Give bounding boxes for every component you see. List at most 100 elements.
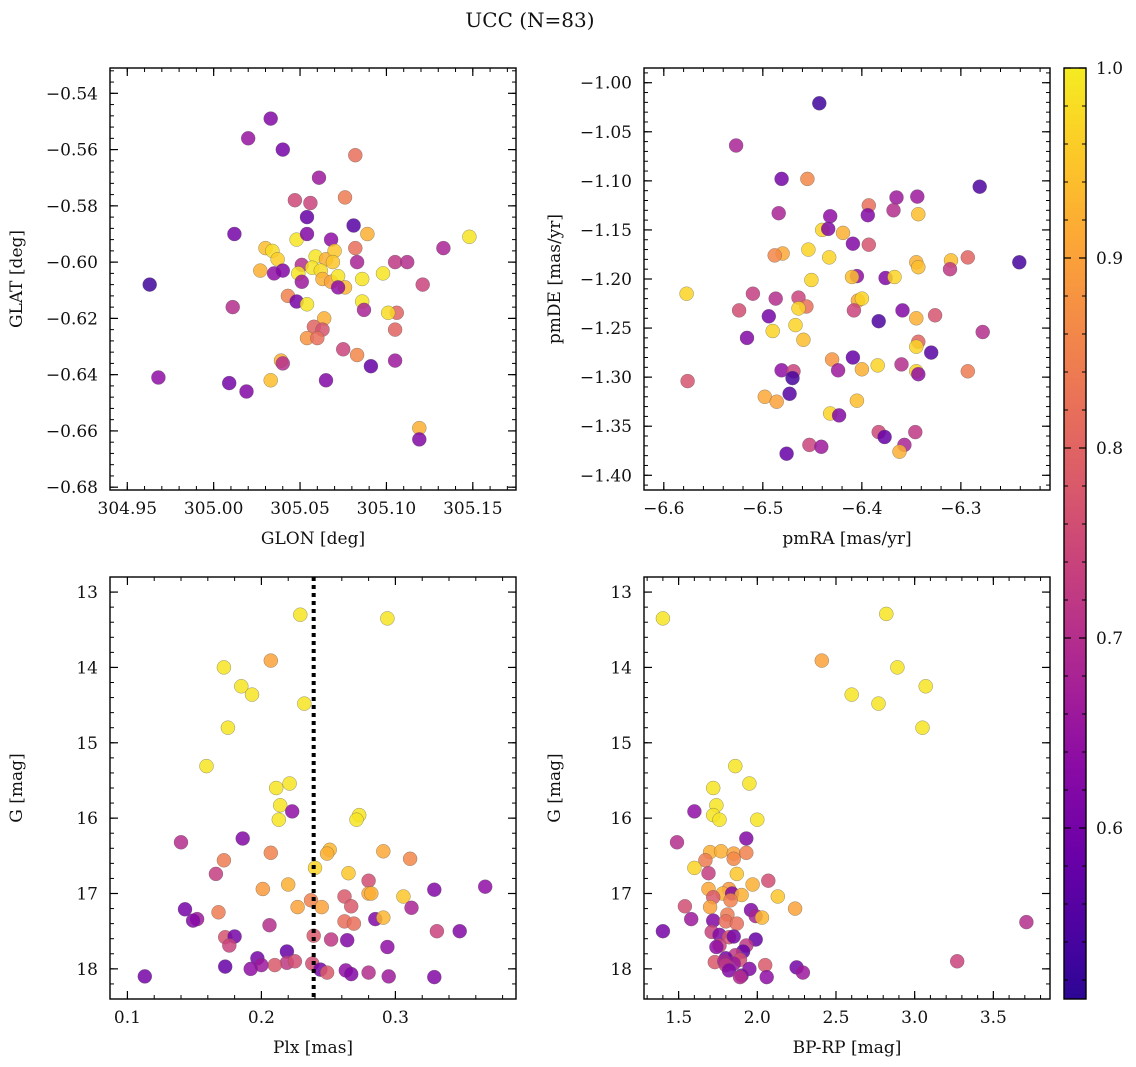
data-point [380, 611, 395, 626]
x-tick-label: 0.1 [114, 1008, 141, 1028]
data-point [240, 131, 256, 146]
data-point [222, 938, 237, 953]
data-point [151, 370, 166, 385]
y-tick-label: 15 [76, 734, 98, 754]
data-point [745, 286, 761, 301]
data-point [427, 969, 442, 985]
x-tick-label: 1.5 [665, 1008, 692, 1028]
y-tick-label: −0.58 [46, 197, 98, 217]
data-point [687, 804, 702, 819]
data-point [380, 939, 395, 955]
data-point [702, 899, 718, 915]
data-point [739, 831, 754, 846]
x-tick-label: 3.0 [901, 1008, 928, 1028]
data-point [820, 221, 836, 237]
data-point [705, 780, 721, 796]
y-tick-label: −0.62 [46, 309, 98, 329]
y-axis-label: G [mag] [7, 753, 27, 822]
data-point [142, 277, 157, 292]
data-point [721, 963, 737, 978]
panel-bprp-g: 1.5 2.0 2.5 3.0 3.5 13 14 15 16 17 18 BP-RP [mag] G … [545, 576, 1051, 1058]
data-point [356, 302, 372, 318]
data-point [767, 248, 782, 263]
y-axis-label: G [mag] [545, 753, 565, 822]
y-tick-label: −0.64 [46, 366, 98, 386]
data-point [679, 286, 694, 301]
data-point [263, 653, 279, 668]
data-point [275, 356, 291, 371]
data-point [263, 373, 278, 388]
data-point [318, 373, 334, 388]
data-point [771, 205, 786, 221]
data-point [360, 226, 375, 242]
y-tick-label: −0.56 [46, 141, 98, 161]
y-tick-label: −1.05 [580, 123, 632, 143]
data-point [412, 432, 427, 447]
y-tick-label: −1.30 [580, 368, 632, 388]
data-point [890, 660, 905, 675]
data-point [253, 263, 268, 278]
data-point [655, 923, 671, 939]
data-point [387, 353, 403, 368]
data-point [415, 277, 430, 292]
data-point [795, 965, 811, 980]
x-tick-label: −6.3 [940, 499, 981, 519]
data-point [768, 291, 783, 306]
data-point [723, 893, 738, 908]
data-point [244, 687, 260, 702]
data-point [275, 263, 291, 278]
data-point [860, 207, 876, 223]
data-point [306, 928, 321, 943]
data-point [402, 851, 418, 867]
data-point [908, 424, 923, 440]
data-point [299, 226, 315, 242]
data-point [293, 607, 308, 622]
points-bprp-g [655, 606, 1034, 985]
data-point [871, 696, 886, 711]
data-point [757, 957, 773, 973]
data-point [325, 254, 341, 270]
data-point [687, 860, 702, 876]
y-tick-label: 15 [610, 734, 632, 754]
data-point [831, 408, 847, 423]
y-axis-label: pmDE [mas/yr] [545, 214, 565, 344]
points-glon-glat [142, 111, 477, 447]
data-point [745, 877, 760, 892]
data-point [960, 364, 976, 379]
data-point [791, 301, 806, 316]
y-axis-label: GLAT [deg] [7, 230, 27, 328]
data-point [796, 332, 811, 348]
data-point [918, 679, 933, 694]
data-point [812, 96, 827, 111]
x-axis-label: Plx [mas] [273, 1038, 353, 1058]
data-point [814, 439, 829, 455]
data-point [754, 910, 770, 925]
x-tick-label: 305.00 [184, 499, 243, 519]
data-point [787, 901, 803, 916]
colorbar-frame [1063, 67, 1087, 1000]
data-point [972, 179, 987, 194]
data-point [396, 889, 411, 904]
data-point [801, 242, 816, 257]
data-point [894, 357, 909, 372]
x-tick-label: 3.5 [980, 1008, 1007, 1028]
data-point [339, 932, 355, 948]
data-point [669, 835, 685, 850]
data-point [785, 370, 800, 386]
x-tick-label: 305.05 [270, 499, 329, 519]
x-tick-label: 0.3 [382, 1008, 409, 1028]
data-point [911, 206, 926, 222]
axes-frame [109, 67, 517, 491]
data-point [889, 190, 904, 205]
data-point [887, 269, 902, 285]
data-point [346, 218, 361, 233]
data-point [343, 966, 359, 982]
data-point [239, 384, 254, 399]
data-point [319, 846, 335, 861]
data-point [452, 923, 467, 939]
y-tick-label: −0.60 [46, 253, 98, 273]
data-point [299, 209, 315, 225]
panel-plx-g: 0.1 0.2 0.3 13 14 15 16 17 18 Plx [mas] G [mag] [7, 576, 517, 1058]
data-point [712, 812, 727, 827]
colorbar-tick-label: 1.0 [1096, 59, 1123, 79]
